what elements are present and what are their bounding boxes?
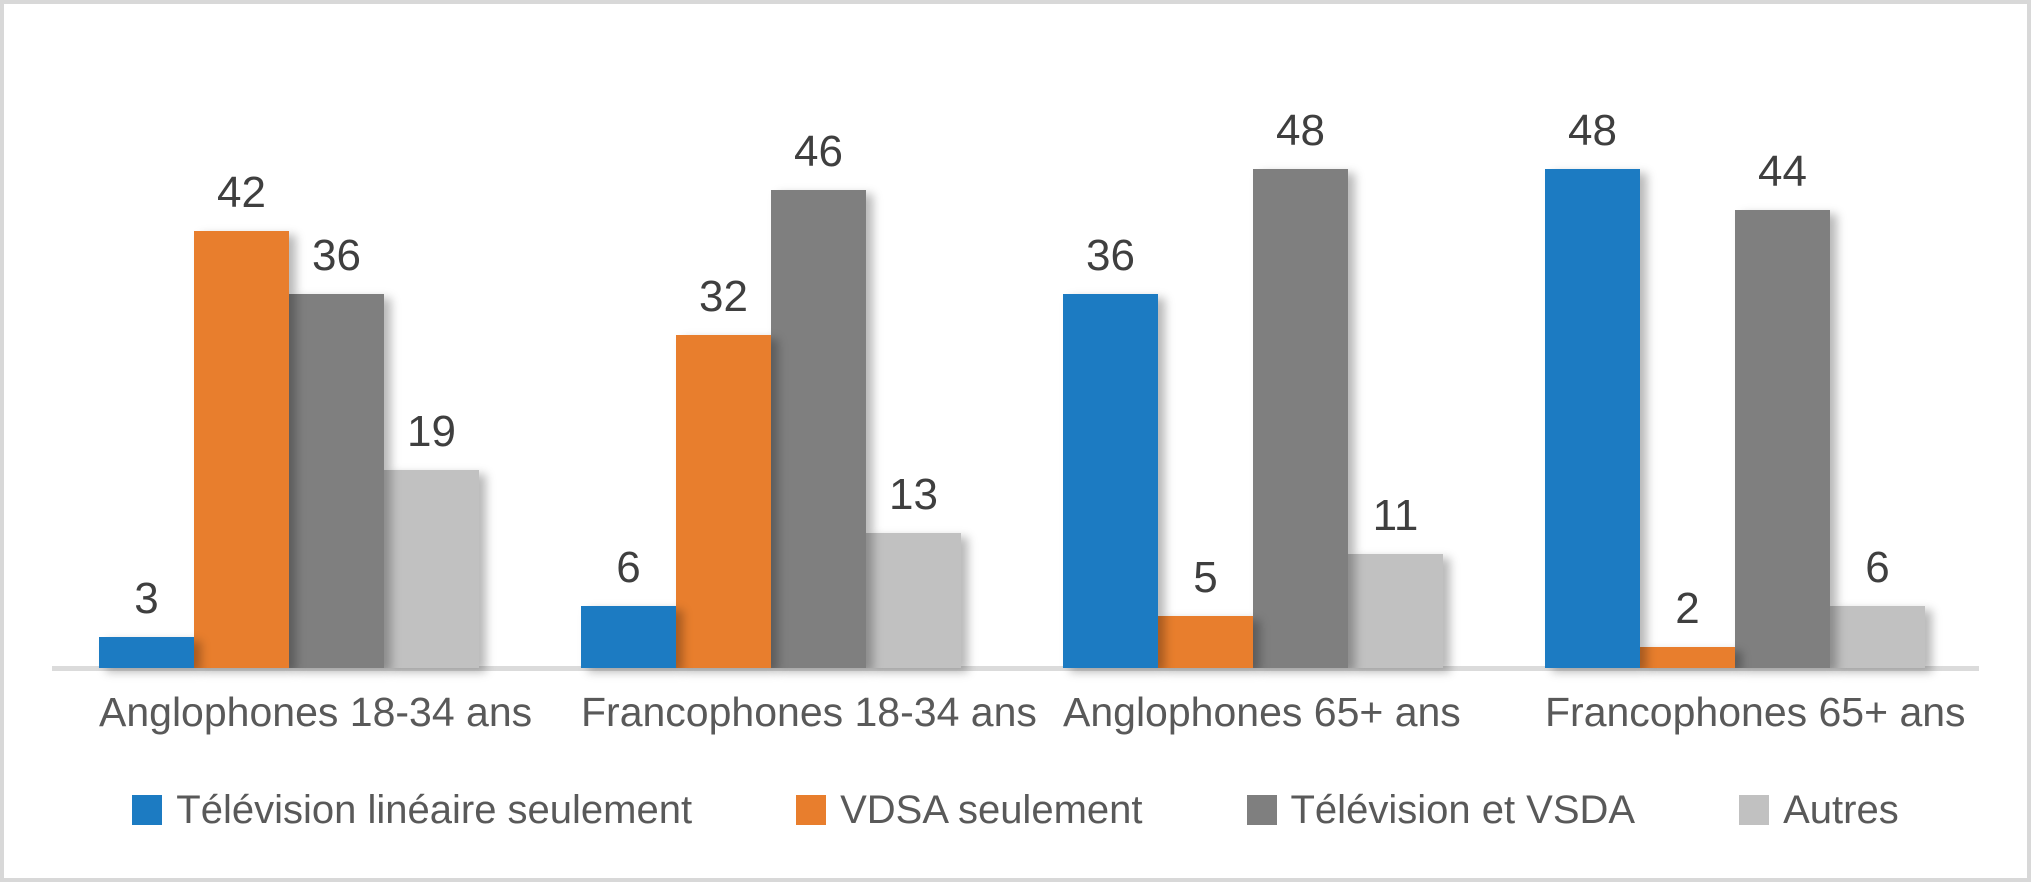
legend-label: VDSA seulement bbox=[840, 788, 1143, 832]
bar-value-label: 2 bbox=[1675, 584, 1700, 633]
bar-value-label: 19 bbox=[407, 407, 456, 456]
x-axis-line bbox=[52, 666, 1979, 671]
bar-value-label: 46 bbox=[794, 127, 843, 176]
category-label: Francophones 18-34 ans bbox=[581, 689, 1037, 735]
bar-slot: 13 bbox=[866, 4, 961, 668]
bar bbox=[1158, 616, 1253, 668]
bar-group: 36 5 48 11 bbox=[1063, 4, 1443, 668]
legend-swatch bbox=[1739, 795, 1770, 825]
bar bbox=[1063, 294, 1158, 668]
bar bbox=[676, 335, 771, 668]
legend-label: Autres bbox=[1783, 788, 1899, 832]
bar-value-label: 48 bbox=[1276, 106, 1325, 155]
bar bbox=[866, 533, 961, 668]
bar bbox=[194, 231, 289, 668]
bar bbox=[771, 190, 866, 668]
bar-slot: 5 bbox=[1158, 4, 1253, 668]
bar-slot: 46 bbox=[771, 4, 866, 668]
legend-swatch bbox=[1246, 795, 1277, 825]
bar-slot: 36 bbox=[289, 4, 384, 668]
bar-value-label: 6 bbox=[616, 543, 641, 592]
bar-value-label: 3 bbox=[134, 574, 159, 623]
category-label: Anglophones 18-34 ans bbox=[99, 689, 533, 735]
bar bbox=[1735, 210, 1830, 668]
bar-slot: 11 bbox=[1348, 4, 1443, 668]
bar-value-label: 5 bbox=[1193, 553, 1218, 602]
bar-value-label: 6 bbox=[1865, 543, 1890, 592]
bar bbox=[1545, 169, 1640, 668]
bar-slot: 48 bbox=[1253, 4, 1348, 668]
bar-value-label: 44 bbox=[1758, 147, 1807, 196]
bar-groups: 3 42 36 19 6 32 46 13 36 5 48 11 48 2 44 6 bbox=[99, 4, 1925, 668]
legend-item: Télévision et VSDA bbox=[1246, 788, 1636, 832]
legend-item: Télévision linéaire seulement bbox=[132, 788, 692, 832]
bar bbox=[289, 294, 384, 668]
bar-slot: 3 bbox=[99, 4, 194, 668]
bar-group: 48 2 44 6 bbox=[1545, 4, 1925, 668]
legend-item: Autres bbox=[1739, 788, 1899, 832]
bar bbox=[1640, 647, 1735, 668]
bar bbox=[384, 470, 479, 668]
bar-slot: 44 bbox=[1735, 4, 1830, 668]
bar-slot: 42 bbox=[194, 4, 289, 668]
bar-group: 3 42 36 19 bbox=[99, 4, 479, 668]
bar-value-label: 36 bbox=[1086, 231, 1135, 280]
legend-label: Télévision et VSDA bbox=[1290, 788, 1636, 832]
bar-slot: 32 bbox=[676, 4, 771, 668]
bar-value-label: 48 bbox=[1568, 106, 1617, 155]
bar-slot: 2 bbox=[1640, 4, 1735, 668]
legend-swatch bbox=[796, 795, 827, 825]
bar-value-label: 32 bbox=[699, 272, 748, 321]
bar-slot: 48 bbox=[1545, 4, 1640, 668]
bar bbox=[1830, 606, 1925, 668]
bar-slot: 6 bbox=[581, 4, 676, 668]
category-label: Francophones 65+ ans bbox=[1545, 689, 1966, 735]
bar-chart-plot-area: 3 42 36 19 6 32 46 13 36 5 48 11 48 2 44 6 bbox=[4, 4, 2027, 671]
bar-value-label: 11 bbox=[1372, 491, 1419, 540]
bar-value-label: 13 bbox=[889, 470, 938, 519]
bar-group: 6 32 46 13 bbox=[581, 4, 961, 668]
bar-slot: 6 bbox=[1830, 4, 1925, 668]
bar-slot: 36 bbox=[1063, 4, 1158, 668]
legend: Télévision linéaire seulement VDSA seulem… bbox=[4, 788, 2027, 832]
bar-slot: 19 bbox=[384, 4, 479, 668]
legend-label: Télévision linéaire seulement bbox=[176, 788, 693, 832]
legend-item: VDSA seulement bbox=[796, 788, 1143, 832]
bar bbox=[581, 606, 676, 668]
bar bbox=[99, 637, 194, 668]
bar-value-label: 36 bbox=[312, 231, 361, 280]
legend-swatch bbox=[132, 795, 163, 825]
bar bbox=[1348, 554, 1443, 668]
bar bbox=[1253, 169, 1348, 668]
category-label: Anglophones 65+ ans bbox=[1063, 689, 1461, 735]
bar-value-label: 42 bbox=[217, 168, 266, 217]
category-axis-labels: Anglophones 18-34 ans Francophones 18-34 … bbox=[99, 689, 1966, 735]
